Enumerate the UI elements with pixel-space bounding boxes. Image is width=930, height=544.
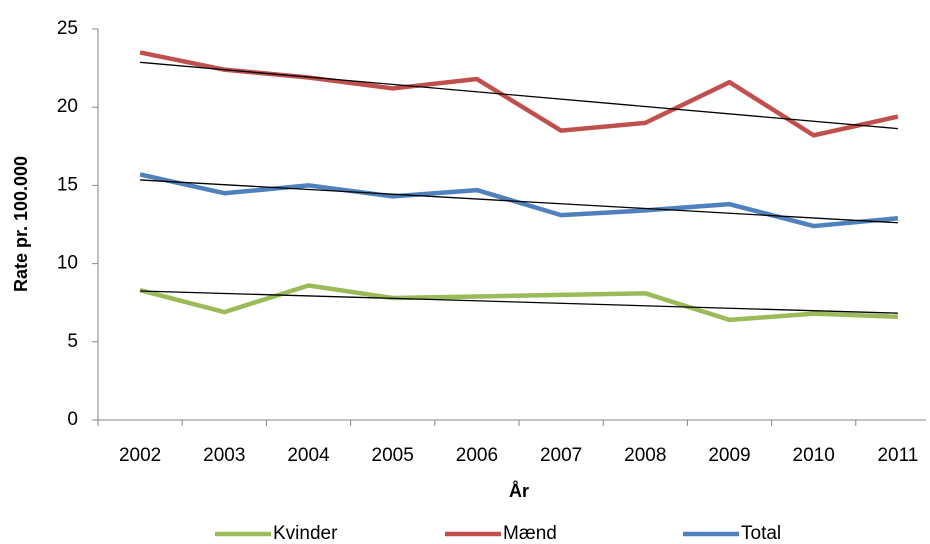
y-tick-label: 25 bbox=[57, 18, 78, 39]
legend-label: Mænd bbox=[503, 523, 557, 544]
trendline bbox=[140, 179, 898, 224]
y-tick-label: 10 bbox=[57, 253, 78, 274]
x-tick-label: 2010 bbox=[793, 445, 835, 466]
x-tick-label: 2005 bbox=[372, 445, 414, 466]
x-tick-label: 2009 bbox=[708, 445, 750, 466]
series-line bbox=[139, 50, 899, 138]
x-tick-label: 2002 bbox=[119, 445, 161, 466]
x-tick-label: 2008 bbox=[624, 445, 666, 466]
x-tick-label: 2011 bbox=[877, 445, 918, 466]
y-tick-label: 5 bbox=[67, 331, 78, 352]
x-axis-label: År bbox=[509, 481, 529, 501]
legend-label: Kvinder bbox=[273, 523, 338, 544]
x-tick-label: 2004 bbox=[287, 445, 330, 466]
y-tick-label: 15 bbox=[57, 174, 78, 195]
x-tick-label: 2007 bbox=[540, 445, 582, 466]
y-tick-label: 0 bbox=[67, 409, 78, 430]
trendline bbox=[140, 61, 898, 130]
y-tick-label: 20 bbox=[57, 96, 78, 117]
series-line bbox=[139, 172, 899, 229]
legend-label: Total bbox=[741, 523, 781, 544]
x-tick-label: 2006 bbox=[456, 445, 498, 466]
y-axis-label: Rate pr. 100.000 bbox=[11, 156, 31, 292]
x-tick-label: 2003 bbox=[203, 445, 245, 466]
trendline bbox=[140, 290, 898, 314]
series-line bbox=[139, 283, 898, 323]
